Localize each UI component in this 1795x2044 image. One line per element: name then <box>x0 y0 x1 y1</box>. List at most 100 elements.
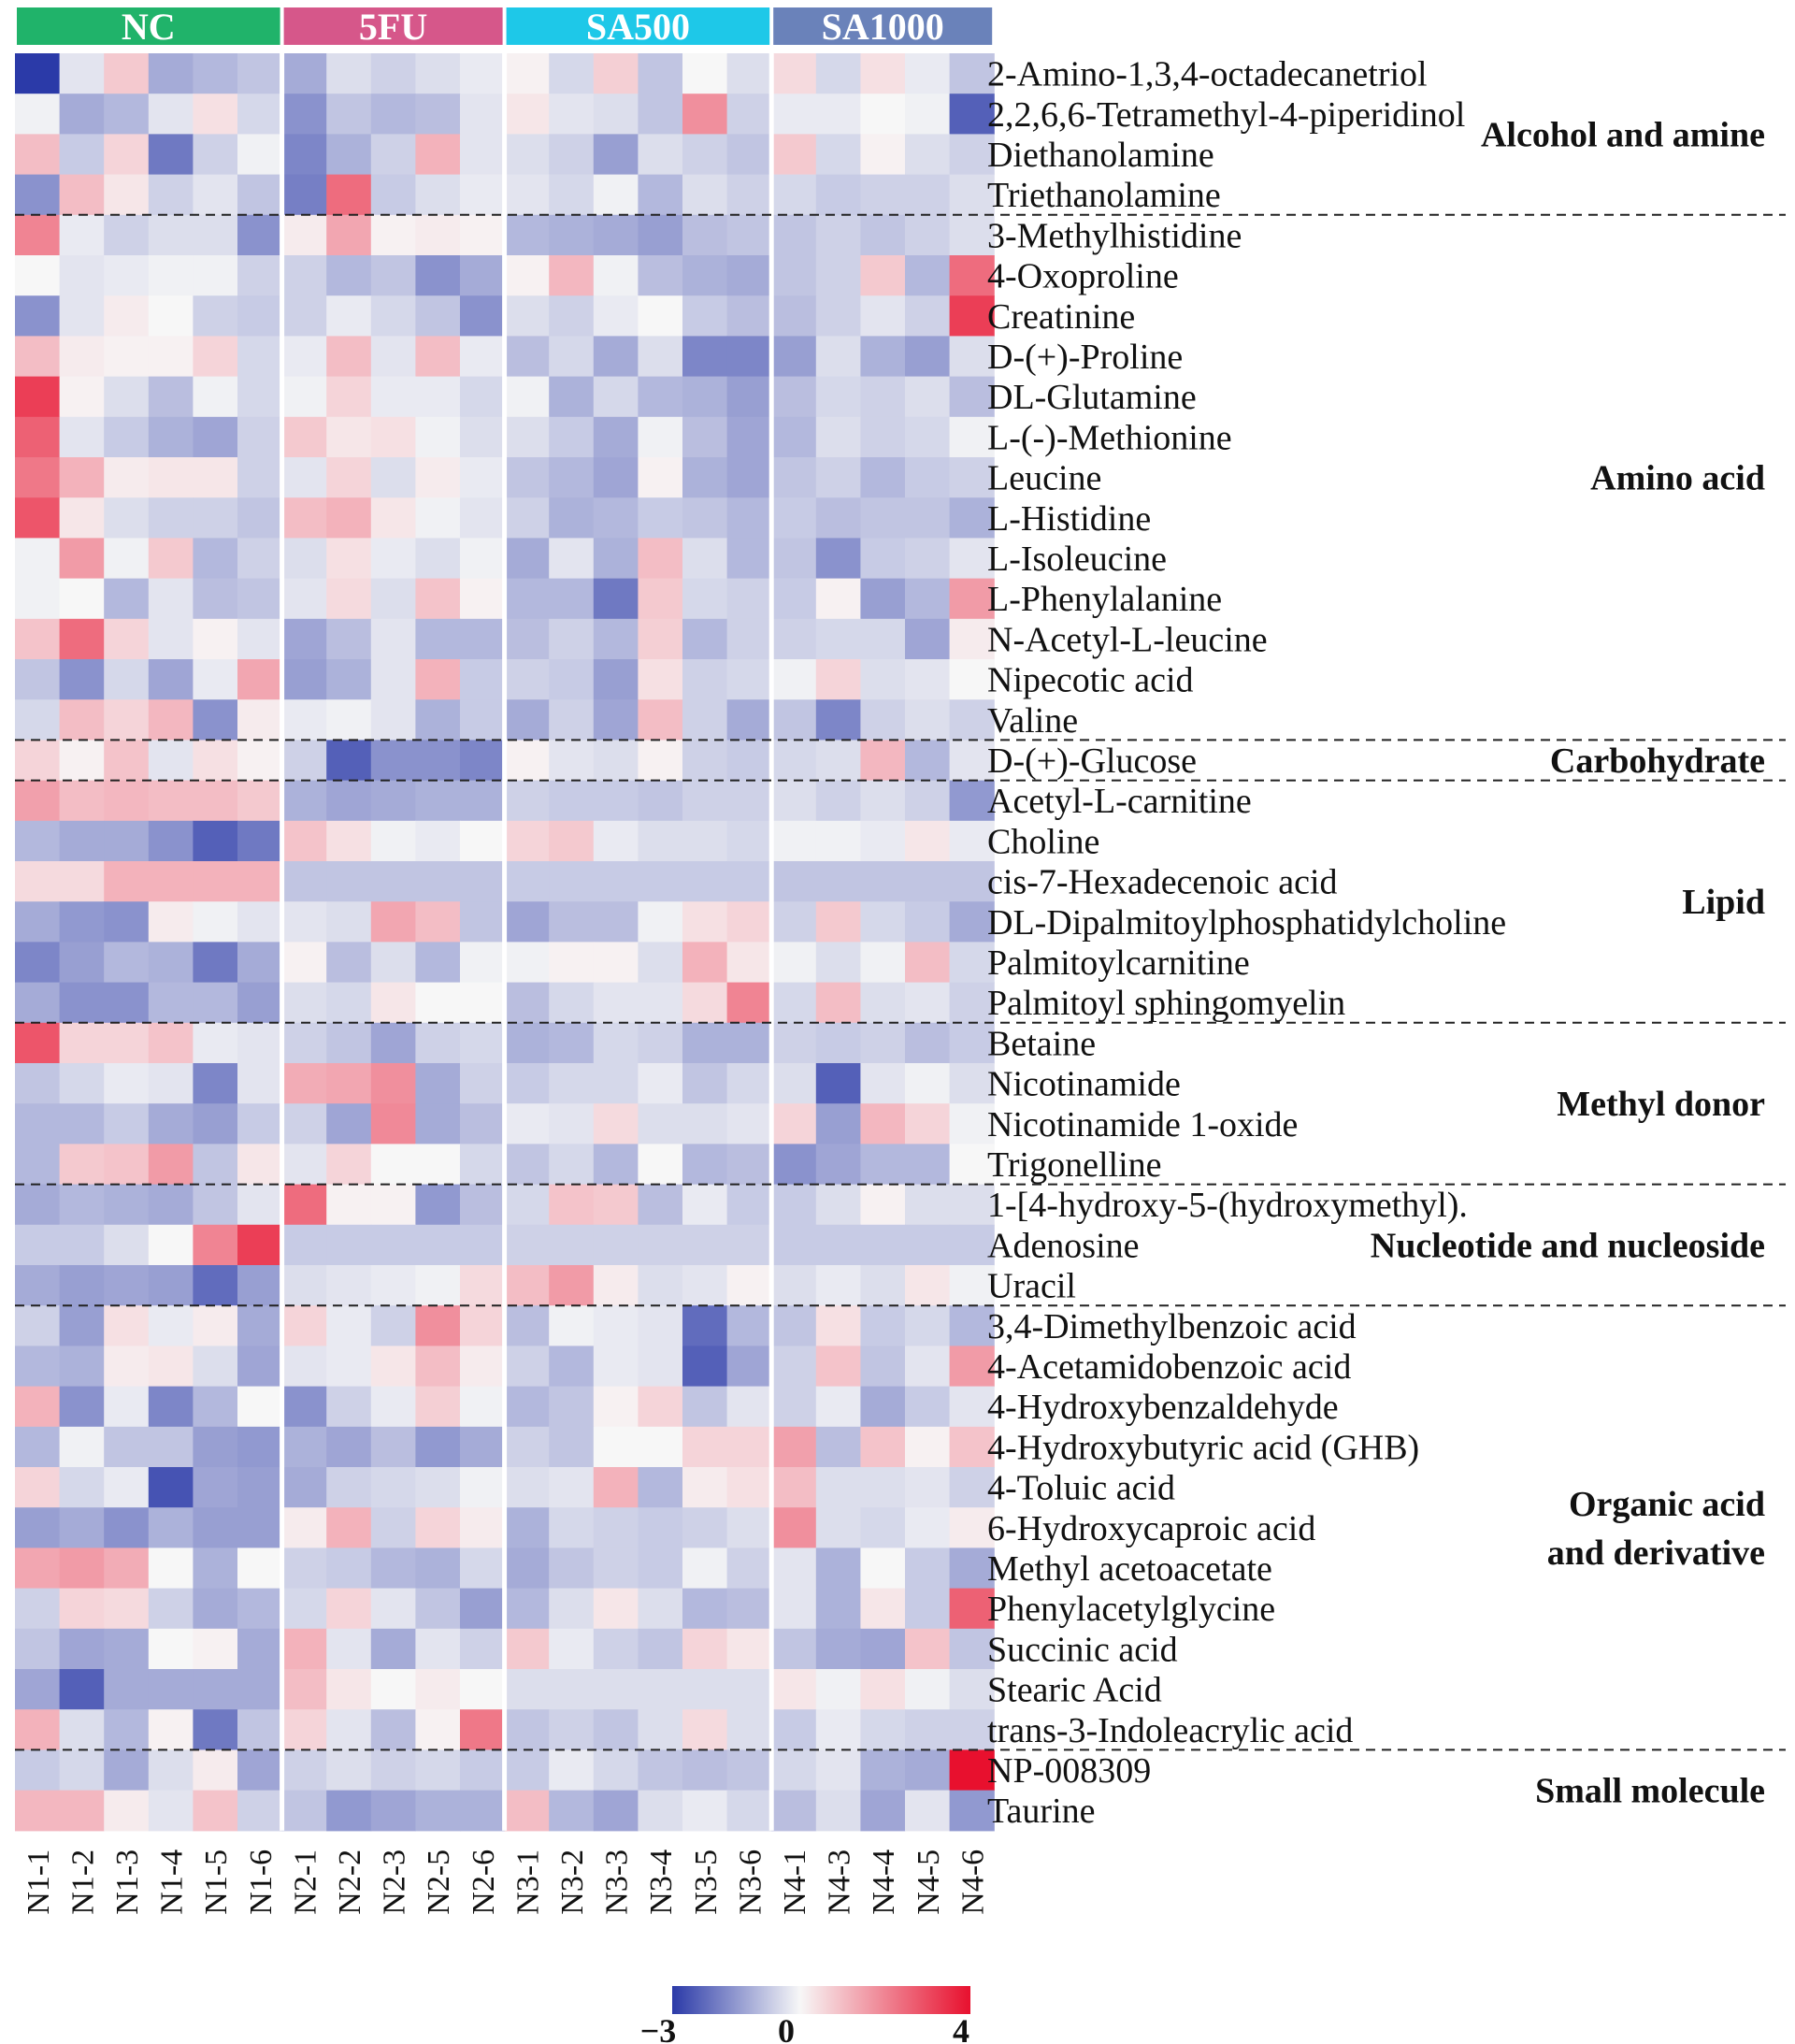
heatmap-cell <box>682 416 728 458</box>
heatmap-cell <box>193 1144 238 1186</box>
heatmap-cell <box>148 497 194 539</box>
heatmap-cell <box>460 255 506 296</box>
metabolite-label: Acetyl-L-carnitine <box>987 782 1252 821</box>
heatmap-cell <box>549 901 595 943</box>
heatmap-cell <box>281 457 327 498</box>
heatmap-cell <box>549 1144 595 1186</box>
heatmap-cell <box>237 295 283 337</box>
heatmap-cell <box>905 53 951 94</box>
heatmap-cell <box>771 214 817 256</box>
heatmap-cell <box>281 1063 327 1104</box>
heatmap-cell <box>326 1346 372 1388</box>
heatmap-cell <box>771 376 817 418</box>
heatmap-cell <box>59 1063 105 1104</box>
heatmap-cell <box>104 457 150 498</box>
heatmap-cell <box>370 214 416 256</box>
heatmap-cell <box>815 901 861 943</box>
heatmap-cell <box>370 376 416 418</box>
heatmap-cell <box>726 1547 772 1590</box>
heatmap-cell <box>815 1588 861 1630</box>
heatmap-cell <box>682 1467 728 1508</box>
heatmap-cell <box>593 1709 639 1750</box>
heatmap-cell <box>59 255 105 296</box>
heatmap-cell <box>682 1386 728 1428</box>
heatmap-cell <box>726 457 772 498</box>
heatmap-cell <box>415 53 461 94</box>
heatmap-cell <box>726 255 772 296</box>
heatmap-cell <box>682 1144 728 1186</box>
heatmap-cell <box>326 1426 372 1468</box>
heatmap-cell <box>415 538 461 580</box>
heatmap-cell <box>415 861 461 902</box>
heatmap-cell <box>771 1669 817 1710</box>
heatmap-cell <box>193 94 238 135</box>
heatmap-cell <box>237 1224 283 1266</box>
heatmap-cell <box>949 1022 995 1064</box>
heatmap-cells <box>15 53 995 1832</box>
heatmap-cell <box>59 942 105 984</box>
heatmap-cell <box>638 1103 683 1144</box>
heatmap-cell <box>905 376 951 418</box>
heatmap-cell <box>59 1426 105 1468</box>
heatmap-cell <box>593 1386 639 1428</box>
heatmap-cell <box>415 1426 461 1468</box>
heatmap-cell <box>593 1224 639 1266</box>
heatmap-cell <box>370 1547 416 1590</box>
heatmap-cell <box>860 1507 906 1548</box>
heatmap-cell <box>193 1588 238 1630</box>
heatmap-cell <box>905 618 951 660</box>
heatmap-cell <box>104 174 150 216</box>
heatmap-cell <box>905 497 951 539</box>
heatmap-cell <box>415 1103 461 1144</box>
heatmap-cell <box>281 578 327 620</box>
sample-label: N1-3 <box>110 1850 145 1915</box>
heatmap-cell <box>771 699 817 741</box>
heatmap-cell <box>370 497 416 539</box>
group-bar-nc <box>17 7 280 45</box>
metabolite-label: 4-Oxoproline <box>987 257 1179 296</box>
heatmap-cell <box>593 295 639 337</box>
heatmap-cell <box>638 53 683 94</box>
heatmap-cell <box>682 538 728 580</box>
heatmap-cell <box>949 1426 995 1468</box>
heatmap-cell <box>326 820 372 862</box>
heatmap-cell <box>237 1790 283 1832</box>
heatmap-cell <box>860 1790 906 1832</box>
heatmap-cell <box>15 1144 61 1186</box>
heatmap-cell <box>326 1103 372 1144</box>
heatmap-cell <box>59 295 105 337</box>
heatmap-cell <box>237 861 283 902</box>
category-label: Small molecule <box>1535 1772 1765 1811</box>
heatmap-cell <box>281 982 327 1024</box>
heatmap-cell <box>415 214 461 256</box>
heatmap-cell <box>860 255 906 296</box>
metabolite-label: Choline <box>987 822 1099 861</box>
heatmap-cell <box>771 1305 817 1346</box>
heatmap-cell <box>415 1467 461 1508</box>
heatmap-cell <box>148 1507 194 1548</box>
heatmap-cell <box>59 780 105 822</box>
heatmap-cell <box>370 1507 416 1548</box>
heatmap-cell <box>593 1507 639 1548</box>
heatmap-cell <box>905 1588 951 1630</box>
heatmap-cell <box>237 780 283 822</box>
heatmap-cell <box>15 578 61 620</box>
heatmap-cell <box>281 1144 327 1186</box>
heatmap-cell <box>415 1265 461 1306</box>
heatmap-cell <box>504 1346 550 1388</box>
heatmap-cell <box>593 699 639 741</box>
heatmap-cell <box>549 1749 595 1792</box>
heatmap-cell <box>860 1063 906 1104</box>
metabolite-label: 4-Hydroxybenzaldehyde <box>987 1388 1339 1427</box>
heatmap-cell <box>504 1265 550 1306</box>
heatmap-cell <box>281 336 327 378</box>
heatmap-cell <box>682 1749 728 1792</box>
sample-label: N2-3 <box>378 1850 412 1915</box>
heatmap-cell <box>59 538 105 580</box>
heatmap-cell <box>59 1184 105 1226</box>
heatmap-cell <box>593 1144 639 1186</box>
heatmap-cell <box>638 295 683 337</box>
heatmap-cell <box>549 1669 595 1710</box>
heatmap-cell <box>771 457 817 498</box>
heatmap-cell <box>460 376 506 418</box>
